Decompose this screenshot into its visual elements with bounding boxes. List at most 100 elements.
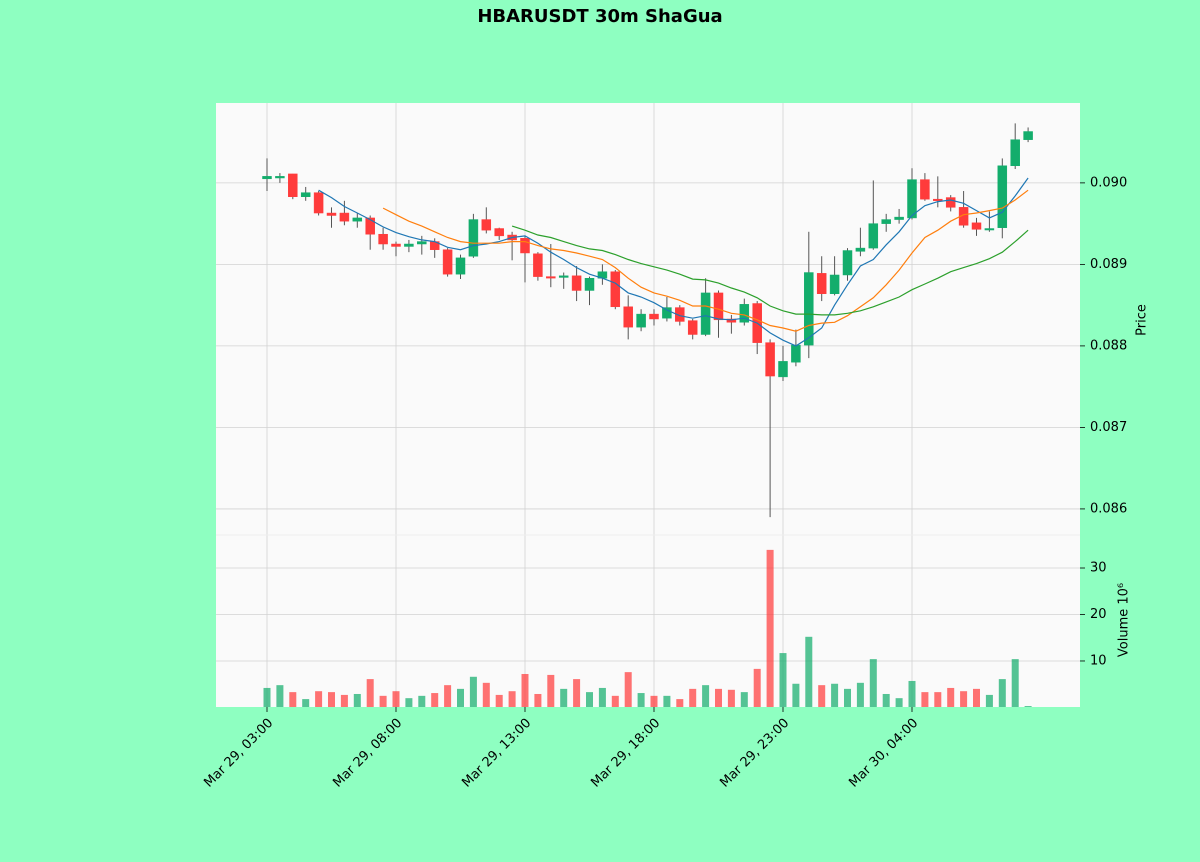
volume-bar bbox=[586, 692, 593, 707]
volume-bar bbox=[973, 688, 980, 707]
candle-body bbox=[945, 197, 956, 208]
chart-title: HBARUSDT 30m ShaGua bbox=[477, 6, 722, 27]
candle-body bbox=[713, 292, 724, 321]
volume-bar bbox=[353, 693, 361, 707]
volume-bar bbox=[328, 692, 335, 707]
y-tick-label: 0.087 bbox=[1090, 420, 1127, 435]
candle-body bbox=[391, 243, 401, 247]
volume-bar bbox=[482, 682, 490, 707]
volume-bar bbox=[495, 694, 503, 707]
volume-bar bbox=[289, 692, 297, 707]
volume-bar bbox=[263, 687, 271, 707]
x-tick-label: Mar 29, 23:00 bbox=[717, 716, 792, 791]
volume-bar bbox=[766, 549, 774, 707]
candle-body bbox=[313, 192, 324, 214]
volume-bar bbox=[869, 659, 877, 707]
volume-bar bbox=[418, 695, 426, 707]
candle-body bbox=[675, 307, 685, 322]
candle-body bbox=[804, 272, 814, 346]
volume-bar bbox=[315, 691, 323, 707]
moving-average-line bbox=[318, 177, 1029, 347]
candle-body bbox=[700, 292, 711, 335]
candle-body bbox=[494, 228, 504, 237]
candle-body bbox=[481, 219, 492, 231]
volume-bar bbox=[547, 674, 555, 707]
volume-bar bbox=[534, 693, 542, 707]
candle-body bbox=[1010, 139, 1020, 167]
volume-bar bbox=[650, 695, 658, 707]
volume-bar bbox=[960, 691, 968, 707]
volume-bar bbox=[895, 698, 903, 707]
candle-body bbox=[868, 223, 879, 249]
volume-bar bbox=[921, 692, 929, 707]
candle-body bbox=[546, 276, 556, 279]
volume-bar bbox=[637, 693, 645, 707]
candle-body bbox=[855, 247, 866, 252]
y-tick-label: 30 bbox=[1090, 561, 1107, 576]
candle-body bbox=[920, 179, 930, 200]
candle-body bbox=[365, 217, 375, 235]
candle-body bbox=[1023, 131, 1033, 140]
volume-bar bbox=[392, 691, 400, 707]
candle-body bbox=[997, 165, 1008, 228]
volume-bar bbox=[302, 699, 310, 707]
volume-bar bbox=[934, 692, 942, 707]
y-tick-label: 20 bbox=[1090, 607, 1107, 622]
candle-body bbox=[907, 179, 917, 219]
volume-bar bbox=[340, 694, 348, 707]
volume-bar bbox=[598, 687, 606, 707]
volume-bar bbox=[508, 691, 516, 707]
candle-body bbox=[326, 212, 337, 216]
volume-bar bbox=[831, 683, 839, 707]
candle-body bbox=[623, 306, 633, 328]
volume-bar bbox=[818, 685, 826, 707]
volume-bar bbox=[573, 679, 581, 707]
moving-average-line bbox=[511, 225, 1029, 316]
candle-body bbox=[842, 250, 853, 276]
candle-body bbox=[687, 320, 698, 335]
moving-average-line bbox=[382, 189, 1029, 332]
x-tick-label: Mar 29, 08:00 bbox=[330, 716, 405, 791]
candle-body bbox=[662, 307, 672, 319]
candle-body bbox=[726, 318, 737, 323]
volume-bar bbox=[844, 688, 851, 707]
volume-bar bbox=[624, 672, 632, 707]
candle-body bbox=[339, 212, 350, 222]
candle-body bbox=[378, 233, 388, 245]
volume-bar bbox=[611, 695, 619, 707]
volume-bar bbox=[882, 693, 890, 707]
volume-bar bbox=[689, 688, 697, 707]
candle-body bbox=[300, 192, 311, 197]
candle-body bbox=[275, 176, 285, 179]
volume-bar bbox=[908, 680, 916, 707]
volume-bar bbox=[740, 692, 748, 707]
volume-bar bbox=[379, 695, 387, 707]
candle-body bbox=[468, 219, 479, 257]
volume-bar bbox=[676, 699, 684, 707]
candle-body bbox=[984, 228, 995, 231]
volume-bar bbox=[469, 676, 477, 707]
volume-bar bbox=[663, 695, 671, 707]
candle-body bbox=[829, 274, 840, 294]
candle-body bbox=[649, 313, 659, 320]
x-tick-label: Mar 29, 18:00 bbox=[588, 716, 663, 791]
volume-bar bbox=[727, 689, 735, 707]
candle-body bbox=[442, 249, 453, 275]
y-tick-label: 0.086 bbox=[1090, 501, 1127, 516]
candle-body bbox=[262, 176, 272, 180]
volume-bar bbox=[715, 688, 722, 707]
y-tick-label: 0.088 bbox=[1090, 338, 1127, 353]
volume-bar bbox=[366, 679, 374, 707]
candle-body bbox=[881, 219, 891, 224]
volume-bar bbox=[805, 636, 813, 707]
candle-body bbox=[778, 361, 788, 378]
plot-area bbox=[216, 103, 1080, 707]
volume-axis-label: Volume 10⁶ bbox=[1117, 583, 1132, 657]
candle-body bbox=[816, 273, 827, 294]
y-tick-label: 10 bbox=[1090, 653, 1107, 668]
candle-body bbox=[558, 275, 569, 278]
volume-bar bbox=[1024, 706, 1032, 707]
volume-bar bbox=[431, 693, 439, 707]
